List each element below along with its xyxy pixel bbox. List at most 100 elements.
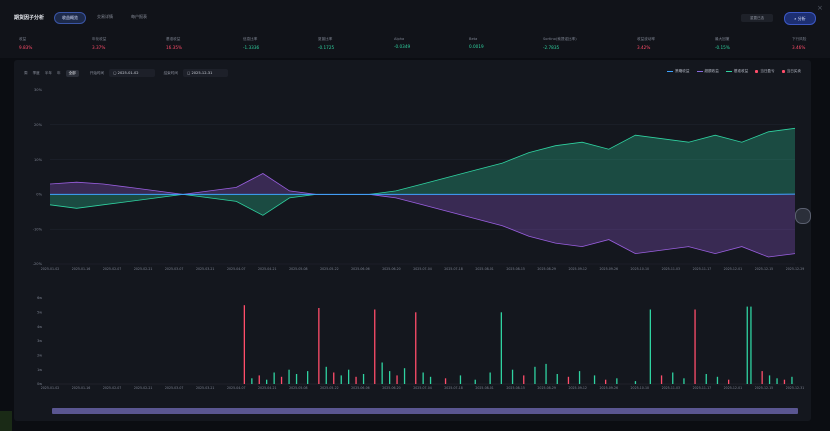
close-icon[interactable]: × <box>817 4 823 12</box>
bar-x-tick-label: 2025-11-17 <box>693 386 712 390</box>
bar-y-tick-label: 1w <box>37 368 42 372</box>
metric-1: 年化收益 3.37% <box>92 37 106 50</box>
metric-value: 9.83% <box>19 45 33 50</box>
volume-bar <box>683 378 685 384</box>
period-week[interactable]: 周 <box>24 70 28 75</box>
metric-label: 年化收益 <box>92 37 107 41</box>
volume-bar <box>333 372 335 384</box>
volume-bar <box>295 374 298 384</box>
analyze-button[interactable]: ⌕ 分析 <box>784 12 816 25</box>
x-tick-label: 2025-12-01 <box>724 267 743 271</box>
start-date-value: 2025-01-02 <box>117 71 139 75</box>
metric-value: 0.0019 <box>469 44 484 49</box>
metric-label: 收益波动率 <box>637 37 655 41</box>
legend-marker <box>667 71 674 72</box>
volume-bar <box>616 378 618 384</box>
x-tick-label: 2025-03-07 <box>165 267 184 271</box>
volume-bar <box>672 372 674 384</box>
end-date-input[interactable]: ▢ 2025-12-31 <box>182 69 229 77</box>
period-quarter[interactable]: 季度 <box>32 70 40 75</box>
volume-bar <box>362 374 365 384</box>
reset-button[interactable]: 重置已选 <box>741 14 773 22</box>
legend-item-0[interactable]: 策略收益 <box>667 69 690 74</box>
volume-bar <box>500 312 502 384</box>
period-all[interactable]: 全部 <box>65 69 79 77</box>
bar-y-tick-label: 2w <box>37 354 42 358</box>
tab-report[interactable]: 每户报表 <box>131 14 147 19</box>
x-tick-label: 2025-07-18 <box>444 267 463 271</box>
x-tick-label: 2025-09-12 <box>568 267 587 271</box>
x-tick-label: 2025-01-16 <box>72 267 91 271</box>
bar-x-tick-label: 2025-08-29 <box>537 386 556 390</box>
legend-label: 当日买卖 <box>786 69 801 73</box>
period-halfyear[interactable]: 半年 <box>44 70 52 75</box>
volume-bar <box>355 376 357 384</box>
bar-x-tick-label: 2025-08-01 <box>475 386 494 390</box>
metric-3: 信息比率 -1.3336 <box>243 37 259 50</box>
volume-bar <box>578 371 581 384</box>
returns-chart: 20% 10% 0% -10% -20% 30% 2025-01-02 2025-01-16 2… <box>33 88 805 390</box>
legend-item-3[interactable]: 当日盈亏 <box>755 69 775 74</box>
bar-x-tick-label: 2025-07-04 <box>413 386 432 390</box>
metric-10: 下行风险 3.46% <box>792 37 806 50</box>
volume-bar <box>716 376 719 384</box>
period-year[interactable]: 年 <box>56 70 61 75</box>
x-tick-label: 2025-06-20 <box>382 267 401 271</box>
bar-y-tick-label: 3w <box>37 339 42 343</box>
app-title: 期货因子分析 <box>14 15 45 21</box>
chart-legend: 策略收益 超额收益 基准收益 当日盈亏 当日买卖 <box>667 69 801 74</box>
volume-bar <box>545 363 547 384</box>
float-toggle-button[interactable] <box>795 208 811 224</box>
bar-x-tick-label: 2025-02-21 <box>134 386 153 390</box>
tab-overview[interactable]: 收益概览 <box>54 12 86 24</box>
volume-bar <box>634 381 637 384</box>
bar-x-tick-label: 2025-06-06 <box>351 386 370 390</box>
bar-x-tick-label: 2025-01-02 <box>41 386 60 390</box>
volume-bar <box>705 374 707 384</box>
volume-bar <box>444 378 447 384</box>
bar-y-tick-label: 0w <box>37 382 42 386</box>
benchmark-series-area <box>50 128 795 216</box>
calendar-icon: ▢ <box>186 71 192 75</box>
volume-bar <box>318 308 320 384</box>
legend-item-1[interactable]: 超额收益 <box>696 69 719 74</box>
volume-bar <box>403 368 406 384</box>
x-tick-label: 2025-07-04 <box>413 267 432 271</box>
legend-item-2[interactable]: 基准收益 <box>725 69 748 74</box>
x-tick-label: 2025-09-26 <box>599 267 618 271</box>
legend-item-4[interactable]: 当日买卖 <box>781 69 801 74</box>
volume-bar <box>511 369 514 384</box>
x-tick-label: 2025-02-21 <box>134 267 153 271</box>
volume-bar <box>556 374 558 384</box>
volume-bar <box>649 309 651 384</box>
bar-y-tick-label: 4w <box>37 325 42 329</box>
x-tick-label: 2025-05-22 <box>320 267 339 271</box>
volume-bar <box>374 309 376 384</box>
metric-label: 下行风险 <box>792 37 807 41</box>
excess-series-line <box>49 173 796 258</box>
bar-x-tick-label: 2025-12-31 <box>786 386 805 390</box>
y-tick-label: 0% <box>36 193 42 197</box>
volume-bar <box>534 366 536 384</box>
start-date-input[interactable]: ▢ 2025-01-02 <box>109 69 155 77</box>
bar-x-tick-label: 2025-08-15 <box>506 386 525 390</box>
volume-bar <box>783 379 786 384</box>
bar-x-tick-label: 2025-04-21 <box>258 386 277 390</box>
zoom-scrollbar[interactable] <box>52 408 798 414</box>
volume-bar <box>791 376 793 384</box>
volume-bar <box>396 375 398 384</box>
metric-label: 收益 <box>19 37 27 41</box>
volume-bar <box>776 378 778 384</box>
metric-label: Alpha <box>394 37 405 41</box>
metric-value: -2.7835 <box>543 45 560 50</box>
x-tick-label: 2025-08-01 <box>475 267 494 271</box>
tab-trades[interactable]: 交易详情 <box>97 14 113 19</box>
x-tick-label: 2025-08-15 <box>506 267 525 271</box>
analyze-label: 分析 <box>797 16 806 21</box>
metric-8: 收益波动率 3.42% <box>637 37 655 50</box>
metric-label: Beta <box>469 37 478 41</box>
volume-bar <box>258 375 260 384</box>
bar-x-tick-label: 2025-09-26 <box>599 386 618 390</box>
x-tick-label: 2025-05-08 <box>289 267 308 271</box>
bar-y-tick-label: 6w <box>37 296 42 300</box>
